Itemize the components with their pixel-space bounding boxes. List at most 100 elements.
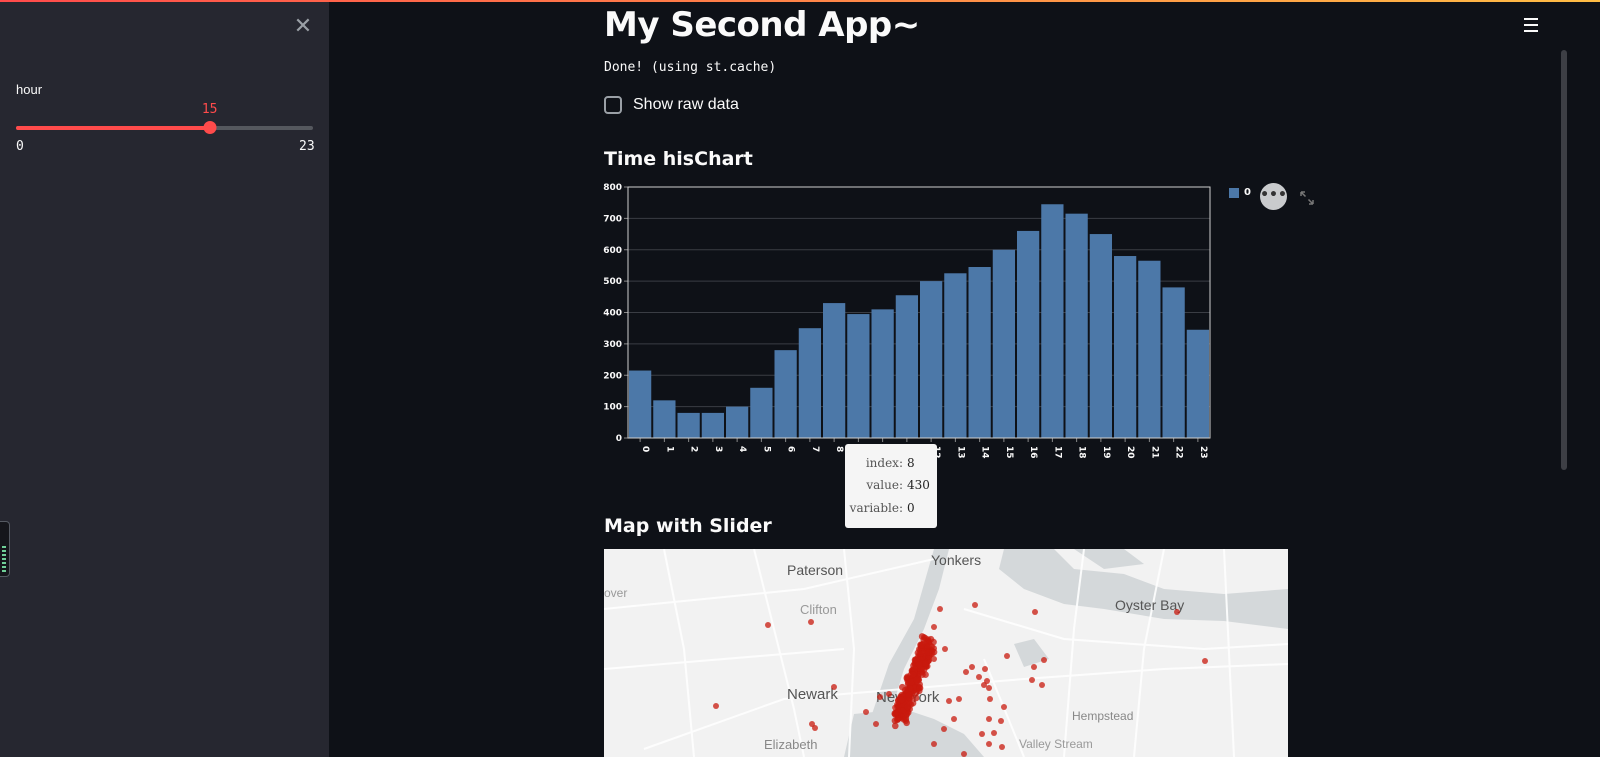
more-options-icon[interactable]: •••	[1260, 183, 1287, 210]
bar[interactable]	[1186, 329, 1209, 438]
show-raw-data-checkbox[interactable]: Show raw data	[604, 94, 739, 116]
map-point	[1032, 609, 1038, 615]
x-tick-label: 22	[1174, 446, 1184, 459]
bar[interactable]	[1114, 256, 1137, 438]
x-tick-label: 0	[640, 446, 650, 452]
tooltip-row-variable: variable: 0	[845, 501, 937, 517]
bar[interactable]	[726, 406, 749, 438]
bar[interactable]	[774, 350, 797, 438]
map-point	[998, 718, 1004, 724]
x-tick-label: 5	[761, 446, 771, 452]
bar-chart[interactable]: 0100200300400500600700800012345678910111…	[585, 178, 1225, 468]
fullscreen-icon[interactable]	[1299, 190, 1315, 206]
map[interactable]: Paterson Yonkers Clifton Oyster Bay over…	[604, 549, 1288, 757]
bar[interactable]	[1017, 230, 1040, 438]
map-label-clifton: Clifton	[800, 602, 837, 617]
x-tick-label: 1	[664, 446, 674, 452]
bar[interactable]	[1089, 234, 1112, 438]
side-toolbar-widget[interactable]	[0, 521, 10, 577]
tooltip-value: 8	[907, 456, 915, 470]
chart-legend: 0	[1229, 187, 1251, 198]
map-point	[930, 645, 938, 652]
bar[interactable]	[920, 281, 943, 438]
map-label-hempstead: Hempstead	[1072, 709, 1134, 723]
y-tick-label: 0	[616, 434, 622, 444]
x-tick-label: 16	[1028, 446, 1038, 459]
bar[interactable]	[677, 412, 700, 438]
slider-label: hour	[16, 82, 43, 97]
map-point	[909, 671, 917, 678]
bar[interactable]	[944, 273, 967, 438]
bar[interactable]	[798, 328, 821, 438]
y-tick-label: 200	[603, 371, 622, 381]
bar[interactable]	[992, 249, 1015, 438]
chart-section-title: Time hisChart	[604, 148, 753, 170]
checkbox-box[interactable]	[604, 96, 622, 114]
bar[interactable]	[847, 314, 870, 438]
map-point	[912, 694, 920, 702]
map-point	[917, 650, 925, 657]
y-tick-label: 300	[603, 340, 622, 350]
map-point	[765, 622, 771, 628]
map-points-layer	[713, 602, 1208, 757]
bar[interactable]	[1138, 260, 1161, 438]
map-point	[892, 710, 900, 717]
hamburger-menu-icon[interactable]	[1524, 18, 1540, 32]
map-point	[923, 638, 931, 646]
map-point	[920, 666, 928, 673]
bar[interactable]	[968, 267, 991, 438]
map-point	[1004, 653, 1010, 659]
map-point	[986, 716, 992, 722]
map-point	[961, 751, 967, 757]
map-section-title: Map with Slider	[604, 515, 772, 537]
bar[interactable]	[895, 295, 918, 438]
x-tick-label: 7	[810, 446, 820, 452]
close-icon[interactable]: ✕	[293, 14, 313, 39]
map-point	[956, 696, 962, 702]
map-point	[963, 669, 969, 675]
bar[interactable]	[1065, 213, 1088, 438]
map-point	[976, 674, 982, 680]
map-point	[713, 703, 719, 709]
bar[interactable]	[629, 370, 652, 438]
map-point	[951, 716, 957, 722]
scrollbar[interactable]	[1561, 50, 1567, 470]
slider-max-label: 23	[299, 139, 315, 154]
legend-label: 0	[1244, 187, 1251, 198]
x-tick-label: 14	[980, 446, 990, 459]
hour-slider[interactable]	[16, 121, 313, 134]
chart-tooltip: index: 8 value: 430 variable: 0	[845, 444, 937, 528]
x-tick-label: 3	[713, 446, 723, 452]
bar[interactable]	[871, 309, 894, 438]
sidebar: ✕ hour 15 0 23	[0, 0, 329, 757]
map-point	[941, 726, 947, 732]
legend-swatch	[1229, 187, 1239, 198]
bar[interactable]	[1041, 204, 1064, 438]
map-point	[986, 685, 992, 691]
y-tick-label: 700	[603, 214, 622, 224]
tooltip-key: variable:	[849, 501, 903, 515]
bar[interactable]	[823, 303, 846, 438]
checkbox-label: Show raw data	[633, 96, 739, 113]
map-point	[921, 634, 927, 640]
bar[interactable]	[1162, 287, 1185, 438]
x-tick-label: 23	[1198, 446, 1208, 459]
map-point	[931, 624, 937, 630]
map-point	[831, 684, 837, 690]
map-point	[886, 691, 892, 697]
bar[interactable]	[750, 387, 773, 438]
x-tick-label: 20	[1125, 446, 1135, 459]
plot-frame	[627, 186, 1211, 439]
slider-thumb[interactable]	[203, 121, 217, 134]
bar[interactable]	[653, 400, 676, 438]
map-point	[969, 664, 975, 670]
map-point	[898, 696, 905, 704]
map-point	[972, 602, 978, 608]
x-tick-label: 19	[1101, 446, 1111, 459]
page-title: My Second App~	[604, 5, 920, 45]
x-tick-label: 21	[1149, 446, 1159, 459]
map-point	[901, 686, 909, 694]
map-point	[891, 722, 899, 730]
bar[interactable]	[701, 412, 724, 438]
map-point	[913, 676, 920, 683]
